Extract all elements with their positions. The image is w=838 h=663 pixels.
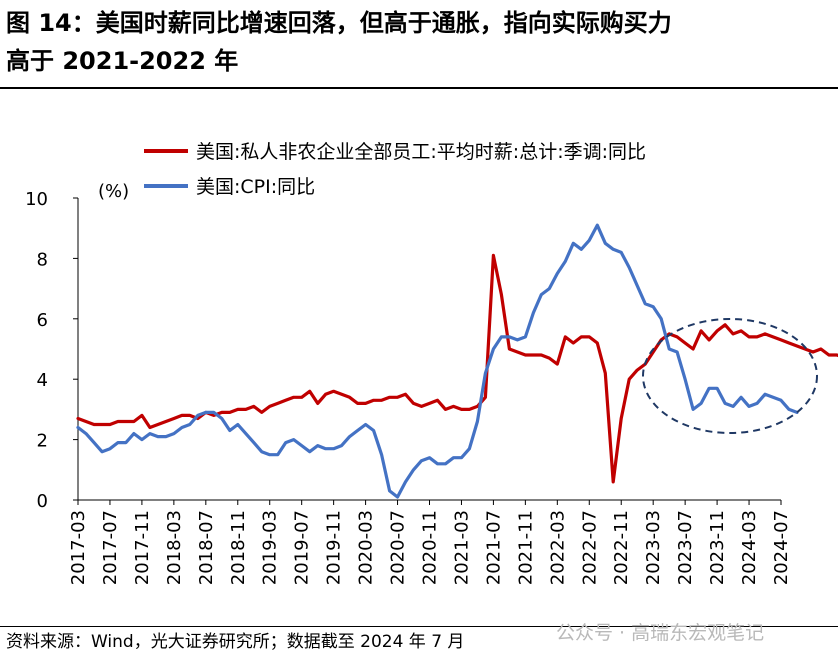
- series-line-wages: [76, 253, 838, 484]
- x-tick-label: 2024-07: [771, 510, 792, 585]
- y-tick-label: 4: [37, 370, 48, 391]
- x-tick-label: 2017-07: [100, 510, 121, 585]
- chart-title-line1: 图 14：美国时薪同比增速回落，但高于通胀，指向实际购买力: [6, 9, 672, 37]
- x-tick-label: 2017-11: [132, 510, 153, 585]
- x-tick-label: 2024-03: [739, 510, 760, 585]
- x-tick-label: 2018-03: [164, 510, 185, 585]
- x-tick-label: 2019-03: [260, 510, 281, 585]
- x-tick-label: 2019-11: [324, 510, 345, 585]
- chart-title: 图 14：美国时薪同比增速回落，但高于通胀，指向实际购买力 高于 2021-20…: [6, 4, 838, 80]
- x-tick-label: 2020-11: [420, 510, 441, 585]
- highlight-ellipse: [642, 318, 818, 434]
- watermark: 公众号 · 高瑞东宏观笔记: [556, 622, 765, 644]
- x-tick-label: 2022-07: [579, 510, 600, 585]
- source-note: 资料来源：Wind，光大证券研究所；数据截至 2024 年 7 月: [6, 632, 465, 652]
- x-tick-label: 2023-07: [675, 510, 696, 585]
- legend-label-cpi: 美国:CPI:同比: [196, 176, 315, 198]
- chart-title-line2: 高于 2021-2022 年: [6, 47, 239, 75]
- chart-series: [76, 223, 838, 499]
- y-tick-label: 2: [37, 431, 48, 452]
- x-tick-label: 2018-11: [228, 510, 249, 585]
- x-tick-label: 2023-03: [643, 510, 664, 585]
- y-tick-label: 10: [25, 189, 48, 210]
- x-tick-label: 2017-03: [68, 510, 89, 585]
- x-tick-label: 2020-07: [388, 510, 409, 585]
- title-divider: [0, 87, 838, 89]
- source-divider: [0, 626, 838, 627]
- x-tick-label: 2020-03: [356, 510, 377, 585]
- x-tick-label: 2021-11: [515, 510, 536, 585]
- x-tick-label: 2019-07: [292, 510, 313, 585]
- legend-label-wages: 美国:私人非农企业全部员工:平均时薪:总计:季调:同比: [196, 141, 646, 163]
- series-line-cpi: [76, 223, 799, 499]
- x-tick-label: 2018-07: [196, 510, 217, 585]
- y-tick-label: 8: [37, 249, 48, 270]
- x-tick-label: 2023-11: [707, 510, 728, 585]
- line-chart: 0 2 4 6 8 10 (%) 2017-03 2017-07 2017-11 2018-03 20…: [25, 141, 838, 585]
- y-tick-label: 0: [37, 491, 48, 512]
- y-unit-label: (%): [98, 181, 129, 202]
- x-tick-label: 2022-11: [611, 510, 632, 585]
- x-tick-label: 2022-03: [547, 510, 568, 585]
- x-tick-label: 2021-03: [451, 510, 472, 585]
- x-tick-label: 2021-07: [483, 510, 504, 585]
- chart-annotation: [642, 318, 818, 434]
- chart-axes: 0 2 4 6 8 10 (%) 2017-03 2017-07 2017-11 2018-03 20…: [25, 181, 792, 585]
- y-tick-label: 6: [37, 310, 48, 331]
